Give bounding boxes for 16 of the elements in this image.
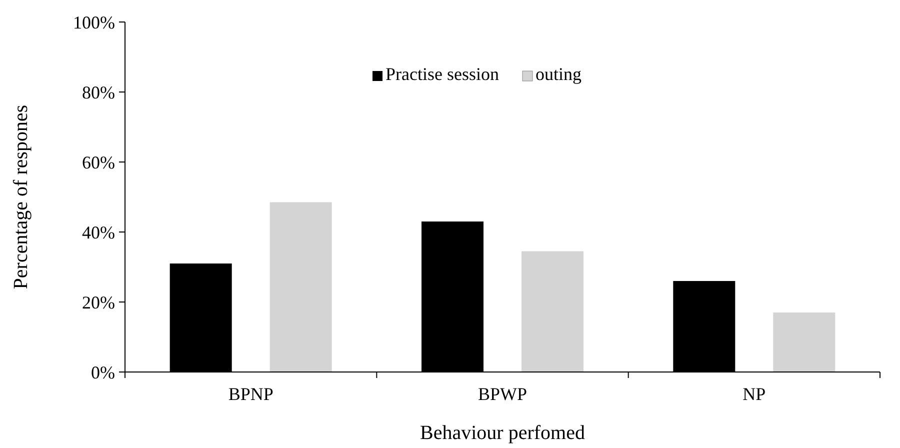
- y-tick-label: 60%: [82, 152, 115, 172]
- y-tick-label: 0%: [91, 362, 115, 382]
- y-tick-label: 80%: [82, 82, 115, 102]
- x-tick-label: BPNP: [228, 384, 274, 404]
- x-axis-title: Behaviour perfomed: [420, 422, 585, 444]
- x-tick-label: NP: [742, 384, 766, 404]
- y-tick-label: 40%: [82, 222, 115, 242]
- legend-label: Practise session: [386, 64, 499, 84]
- x-tick-label: BPWP: [478, 384, 528, 404]
- y-axis-title: Percentage of respones: [10, 104, 32, 290]
- bar: [522, 251, 584, 372]
- y-tick-label: 100%: [73, 12, 115, 32]
- bar: [773, 312, 836, 372]
- bar: [270, 202, 332, 372]
- y-tick-label: 20%: [82, 292, 115, 312]
- legend-label: outing: [536, 64, 582, 84]
